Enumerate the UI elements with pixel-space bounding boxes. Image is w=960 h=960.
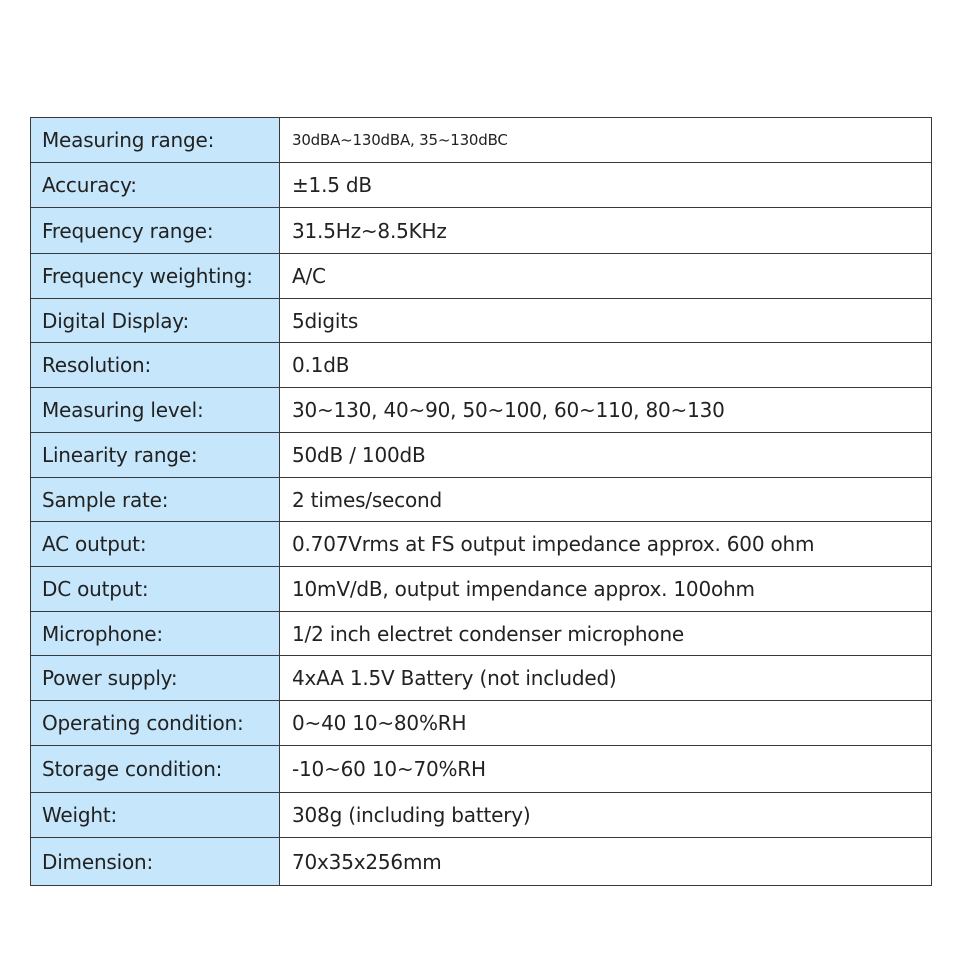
spec-row: Frequency range: 31.5Hz~8.5KHz (30, 207, 932, 254)
spec-row: Measuring level: 30~130, 40~90, 50~100, 6… (30, 387, 932, 433)
spec-row: Digital Display: 5digits (30, 298, 932, 343)
spec-value: 5digits (279, 298, 932, 343)
spec-row: Accuracy: ±1.5 dB (30, 162, 932, 208)
spec-row: Operating condition: 0~40 10~80%RH (30, 700, 932, 746)
spec-label: Dimension: (30, 837, 280, 886)
spec-value: 308g (including battery) (279, 792, 932, 838)
spec-value: A/C (279, 253, 932, 299)
spec-value: ±1.5 dB (279, 162, 932, 208)
spec-row: Microphone: 1/2 inch electret condenser m… (30, 611, 932, 656)
spec-label: Sample rate: (30, 477, 280, 522)
spec-row: Frequency weighting: A/C (30, 253, 932, 299)
spec-value: 10mV/dB, output impendance approx. 100oh… (279, 566, 932, 612)
spec-label: Accuracy: (30, 162, 280, 208)
spec-rows: Measuring range: 30dBA~130dBA, 35~130dBC A… (30, 117, 932, 886)
spec-label: Measuring range: (30, 117, 280, 163)
spec-label: DC output: (30, 566, 280, 612)
spec-row: Power supply: 4xAA 1.5V Battery (not incl… (30, 655, 932, 701)
spec-label: Microphone: (30, 611, 280, 656)
spec-value: 0~40 10~80%RH (279, 700, 932, 746)
spec-row: Sample rate: 2 times/second (30, 477, 932, 522)
spec-value: 0.1dB (279, 342, 932, 388)
spec-value: -10~60 10~70%RH (279, 745, 932, 793)
spec-label: Linearity range: (30, 432, 280, 478)
spec-label: Digital Display: (30, 298, 280, 343)
spec-row: Resolution: 0.1dB (30, 342, 932, 388)
spec-row: DC output: 10mV/dB, output impendance app… (30, 566, 932, 612)
spec-label: Frequency weighting: (30, 253, 280, 299)
spec-label: Weight: (30, 792, 280, 838)
spec-label: Measuring level: (30, 387, 280, 433)
spec-label: Power supply: (30, 655, 280, 701)
spec-value: 0.707Vrms at FS output impedance approx.… (279, 521, 932, 567)
spec-row: Linearity range: 50dB / 100dB (30, 432, 932, 478)
spec-row: Storage condition: -10~60 10~70%RH (30, 745, 932, 793)
spec-value: 30~130, 40~90, 50~100, 60~110, 80~130 (279, 387, 932, 433)
spec-value: 31.5Hz~8.5KHz (279, 207, 932, 254)
spec-row: Dimension: 70x35x256mm (30, 837, 932, 886)
spec-value: 1/2 inch electret condenser microphone (279, 611, 932, 656)
spec-value: 4xAA 1.5V Battery (not included) (279, 655, 932, 701)
spec-label: Frequency range: (30, 207, 280, 254)
spec-label: AC output: (30, 521, 280, 567)
spec-value: 70x35x256mm (279, 837, 932, 886)
spec-value: 50dB / 100dB (279, 432, 932, 478)
spec-row: Weight: 308g (including battery) (30, 792, 932, 838)
spec-label: Resolution: (30, 342, 280, 388)
spec-table: Measuring range: 30dBA~130dBA, 35~130dBC A… (30, 117, 932, 886)
spec-label: Operating condition: (30, 700, 280, 746)
spec-value: 2 times/second (279, 477, 932, 522)
spec-row: Measuring range: 30dBA~130dBA, 35~130dBC (30, 117, 932, 163)
spec-label: Storage condition: (30, 745, 280, 793)
spec-value: 30dBA~130dBA, 35~130dBC (279, 117, 932, 163)
spec-row: AC output: 0.707Vrms at FS output impedan… (30, 521, 932, 567)
